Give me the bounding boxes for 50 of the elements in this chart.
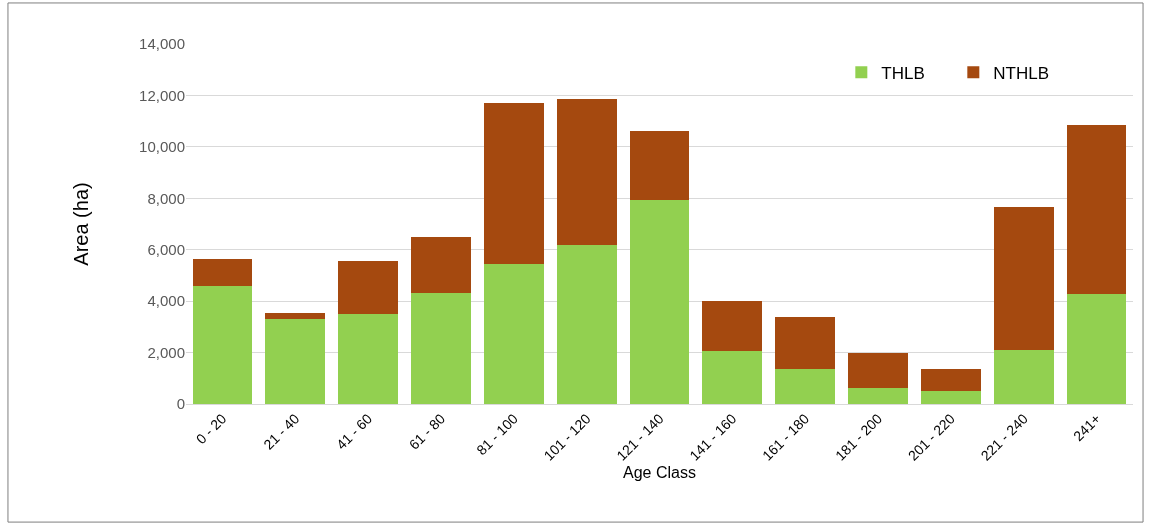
x-tick-label: 21 - 40 [260, 410, 303, 453]
y-tick-label: 6,000 [147, 240, 185, 258]
legend-label: THLB [881, 63, 925, 83]
x-tick-label: 181 - 200 [831, 410, 886, 464]
bar [338, 261, 398, 315]
x-tick-label: 161 - 180 [759, 410, 813, 464]
y-axis-title: Area (ha) [69, 182, 92, 266]
y-tick-label: 14,000 [139, 35, 185, 53]
bar [1066, 294, 1127, 404]
y-tick-label: 10,000 [139, 138, 185, 156]
x-tick-label: 201 - 220 [904, 410, 959, 464]
bar [848, 353, 908, 389]
x-tick-label: 101 - 120 [540, 410, 594, 464]
x-tick-label: 121 - 140 [613, 410, 667, 464]
bar [921, 391, 981, 404]
x-tick-label: 141 - 160 [686, 410, 740, 464]
y-tick-label: 2,000 [147, 343, 185, 361]
bar [1066, 125, 1127, 295]
bar [556, 98, 617, 246]
bar [265, 318, 326, 404]
bar [702, 301, 763, 351]
bar [411, 236, 471, 294]
bar [192, 258, 253, 287]
bar [411, 293, 471, 404]
x-tick-label: 221 - 240 [977, 410, 1031, 464]
bar [192, 286, 253, 404]
bar [775, 369, 836, 404]
bar [848, 388, 908, 404]
x-tick-label: 61 - 80 [405, 410, 449, 453]
bar [629, 130, 690, 201]
bar [265, 313, 326, 319]
y-tick-label: 8,000 [147, 189, 185, 207]
y-tick-label: 4,000 [147, 292, 185, 310]
bar [775, 316, 836, 370]
bar [556, 245, 617, 404]
bar [629, 200, 690, 404]
bar [702, 350, 763, 404]
bar [483, 103, 544, 264]
bar [993, 349, 1054, 404]
bar [483, 263, 544, 404]
y-tick-label: 12,000 [139, 86, 185, 104]
x-axis-title: Age Class [623, 464, 696, 482]
x-tick-label: 81 - 100 [473, 410, 522, 459]
x-tick-label: 0 - 20 [192, 410, 230, 448]
y-tick-label: 0 [176, 395, 185, 413]
legend-label: NTHLB [993, 63, 1050, 83]
x-tick-label: 41 - 60 [333, 410, 376, 453]
bar [338, 314, 398, 404]
bar [921, 368, 981, 392]
bar [993, 207, 1054, 350]
